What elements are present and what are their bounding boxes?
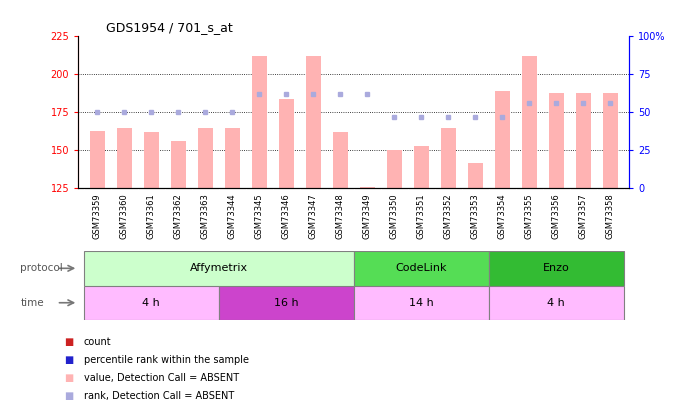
Text: GDS1954 / 701_s_at: GDS1954 / 701_s_at [106,21,233,34]
Bar [224,128,239,188]
Text: value, Detection Call = ABSENT: value, Detection Call = ABSENT [84,373,239,383]
Text: GSM73357: GSM73357 [579,193,588,239]
Bar [171,141,186,188]
Text: 14 h: 14 h [409,298,433,308]
Bar [413,146,428,188]
Text: 4 h: 4 h [547,298,565,308]
Text: GSM73360: GSM73360 [120,193,129,239]
Bar [489,251,624,286]
Text: CodeLink: CodeLink [395,263,447,273]
Text: time: time [20,298,44,308]
Text: GSM73351: GSM73351 [417,193,426,239]
Bar [306,56,320,188]
Bar [279,99,294,188]
Bar [494,91,509,188]
Text: GSM73346: GSM73346 [282,193,290,239]
Bar [576,93,590,188]
Bar [360,187,375,188]
Text: GSM73347: GSM73347 [309,193,318,239]
Bar [522,56,537,188]
Bar [333,132,347,188]
Text: GSM73348: GSM73348 [336,193,345,239]
Bar [602,93,617,188]
Text: Affymetrix: Affymetrix [190,263,248,273]
Bar [84,251,354,286]
Bar [468,162,483,188]
Text: ■: ■ [65,355,74,365]
Text: GSM73345: GSM73345 [254,193,264,239]
Bar [441,128,456,188]
Text: GSM73352: GSM73352 [443,193,453,239]
Text: GSM73356: GSM73356 [551,193,560,239]
Text: ■: ■ [65,373,74,383]
Text: GSM73354: GSM73354 [498,193,507,239]
Text: GSM73363: GSM73363 [201,193,209,239]
Text: ■: ■ [65,391,74,401]
Text: Enzo: Enzo [543,263,569,273]
Bar [354,286,489,320]
Bar [90,130,105,188]
Text: rank, Detection Call = ABSENT: rank, Detection Call = ABSENT [84,391,234,401]
Text: GSM73350: GSM73350 [390,193,398,239]
Text: GSM73353: GSM73353 [471,193,479,239]
Bar [387,150,401,188]
Text: GSM73355: GSM73355 [524,193,534,239]
Bar [143,132,158,188]
Bar [198,128,213,188]
Bar [549,93,564,188]
Text: GSM73358: GSM73358 [606,193,615,239]
Text: GSM73362: GSM73362 [173,193,183,239]
Text: GSM73359: GSM73359 [92,193,101,239]
Bar [117,128,131,188]
Text: ■: ■ [65,337,74,347]
Bar [489,286,624,320]
Bar [354,251,489,286]
Bar [218,286,354,320]
Text: 4 h: 4 h [142,298,160,308]
Bar [84,286,218,320]
Text: count: count [84,337,112,347]
Text: protocol: protocol [20,263,63,273]
Text: percentile rank within the sample: percentile rank within the sample [84,355,249,365]
Text: GSM73361: GSM73361 [147,193,156,239]
Text: GSM73344: GSM73344 [228,193,237,239]
Bar [252,56,267,188]
Text: GSM73349: GSM73349 [362,193,371,239]
Text: 16 h: 16 h [274,298,299,308]
